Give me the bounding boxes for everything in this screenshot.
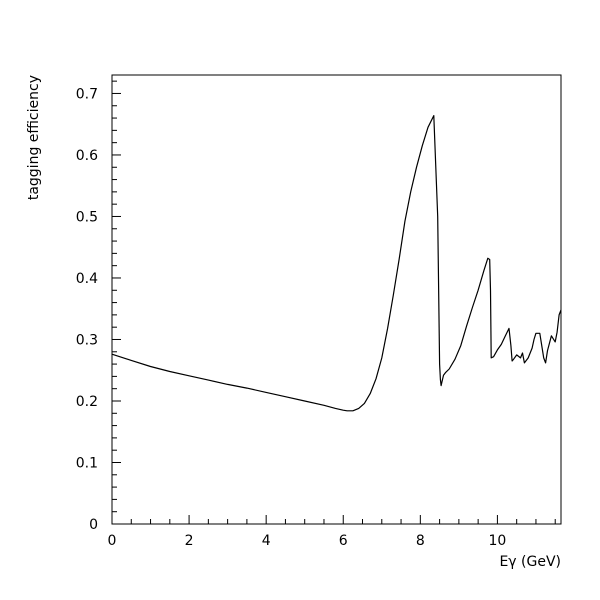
plot-frame xyxy=(111,74,562,525)
x-tick-label: 6 xyxy=(339,533,348,549)
x-tick-label: 2 xyxy=(185,533,194,549)
y-tick-label: 0.6 xyxy=(76,148,98,164)
x-tick-label: 0 xyxy=(108,533,117,549)
y-tick-label: 0.5 xyxy=(76,209,98,225)
y-tick-label: 0.7 xyxy=(76,86,98,102)
data-series-line xyxy=(111,114,562,412)
y-tick-label: 0 xyxy=(89,517,98,533)
x-axis-tick-labels: 0 2 4 6 8 10 xyxy=(108,533,507,549)
x-axis-label: Eγ (GeV) xyxy=(499,554,561,570)
x-axis-ticks xyxy=(111,515,556,524)
x-tick-label: 8 xyxy=(416,533,425,549)
y-axis-tick-labels: 0 0.1 0.2 0.3 0.4 0.5 0.6 0.7 xyxy=(76,86,98,533)
y-axis-label: tagging efficiency xyxy=(26,75,42,200)
y-axis-ticks xyxy=(112,80,121,525)
series-group xyxy=(111,114,562,412)
y-tick-label: 0.2 xyxy=(76,394,98,410)
x-tick-label: 10 xyxy=(488,533,506,549)
y-tick-label: 0.4 xyxy=(76,271,98,287)
y-tick-label: 0.3 xyxy=(76,332,98,348)
y-tick-label: 0.1 xyxy=(76,455,98,471)
x-tick-label: 4 xyxy=(262,533,271,549)
